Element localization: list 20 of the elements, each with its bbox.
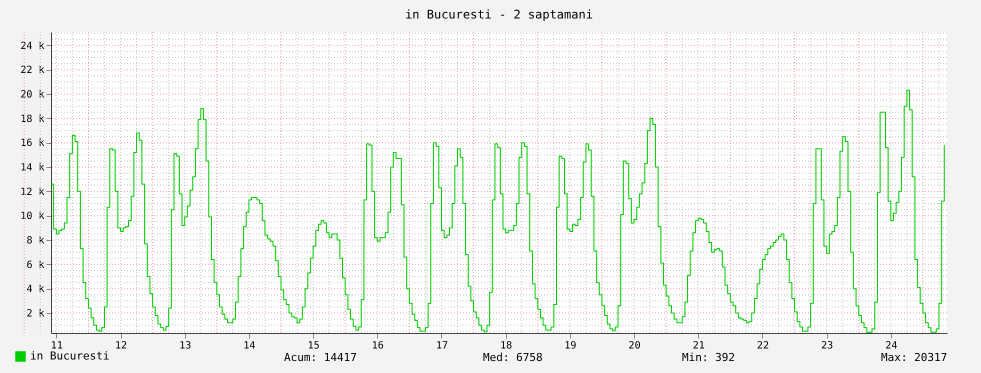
x-tick-label: 12 xyxy=(114,340,128,352)
x-tick-label: 19 xyxy=(564,340,576,352)
x-tick-label: 15 xyxy=(308,340,320,352)
text: Min: 392 xyxy=(682,351,735,364)
x-tick-label: 24 xyxy=(885,340,898,352)
legend-label: in Bucuresti xyxy=(30,350,110,362)
x-tick-label: 23 xyxy=(821,340,834,352)
x-tick-label: 17 xyxy=(436,340,448,352)
text: Max: 20317 xyxy=(881,351,948,364)
chart-title: in Bucuresti - 2 saptamani xyxy=(405,8,593,22)
x-tick-label: 21 xyxy=(692,340,705,352)
text: Acum: 14417 xyxy=(284,351,357,364)
x-tick-label: 13 xyxy=(179,340,192,352)
x-tick-label: 18 xyxy=(500,340,512,352)
text: Med: 6758 xyxy=(483,351,543,364)
x-tick-label: 16 xyxy=(372,340,384,352)
x-tick-label: 22 xyxy=(756,340,769,352)
x-tick-label: 20 xyxy=(628,340,641,352)
x-tick-label: 11 xyxy=(50,340,63,352)
x-tick-label: 14 xyxy=(243,340,256,352)
